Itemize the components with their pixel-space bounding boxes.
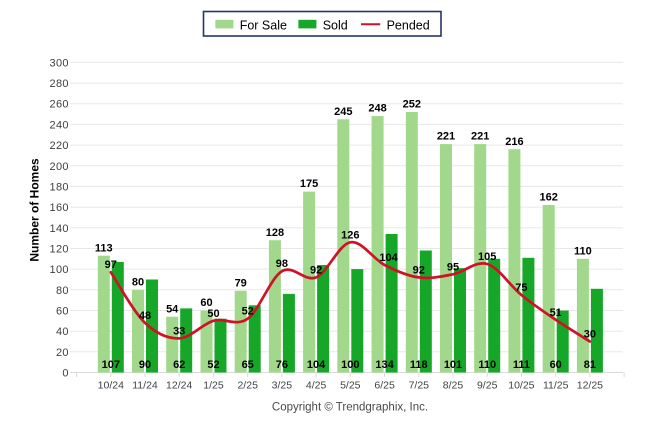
svg-text:104: 104 (379, 252, 398, 264)
svg-text:33: 33 (173, 325, 185, 337)
svg-text:50: 50 (207, 308, 219, 320)
svg-text:80: 80 (56, 285, 69, 297)
svg-text:118: 118 (410, 359, 428, 371)
svg-text:134: 134 (375, 359, 394, 371)
svg-text:1/25: 1/25 (203, 379, 224, 391)
svg-text:Number of Homes: Number of Homes (28, 158, 42, 262)
svg-text:252: 252 (403, 99, 421, 111)
svg-text:248: 248 (368, 103, 386, 115)
svg-text:11/24: 11/24 (132, 379, 158, 391)
svg-text:60: 60 (550, 359, 562, 371)
svg-text:For Sale: For Sale (240, 19, 287, 33)
svg-text:128: 128 (266, 227, 284, 239)
svg-text:80: 80 (132, 276, 144, 288)
svg-text:240: 240 (50, 119, 69, 131)
svg-text:90: 90 (139, 359, 151, 371)
svg-text:113: 113 (95, 242, 113, 254)
svg-text:60: 60 (200, 297, 212, 309)
svg-text:0: 0 (62, 368, 68, 380)
svg-text:221: 221 (437, 131, 455, 143)
svg-text:97: 97 (105, 259, 117, 271)
svg-text:75: 75 (515, 282, 527, 294)
svg-text:60: 60 (56, 306, 69, 318)
svg-text:10/25: 10/25 (508, 379, 534, 391)
svg-text:4/25: 4/25 (306, 379, 327, 391)
svg-text:95: 95 (447, 261, 459, 273)
svg-text:5/25: 5/25 (340, 379, 361, 391)
svg-text:9/25: 9/25 (477, 379, 498, 391)
svg-text:11/25: 11/25 (543, 379, 569, 391)
svg-text:107: 107 (102, 359, 120, 371)
svg-text:8/25: 8/25 (443, 379, 464, 391)
svg-text:220: 220 (50, 140, 69, 152)
svg-text:12/24: 12/24 (166, 379, 192, 391)
svg-text:76: 76 (276, 359, 288, 371)
svg-text:52: 52 (242, 306, 254, 318)
svg-text:101: 101 (444, 359, 462, 371)
svg-text:52: 52 (207, 359, 219, 371)
svg-text:200: 200 (50, 161, 69, 173)
svg-text:3/25: 3/25 (272, 379, 293, 391)
svg-text:40: 40 (56, 326, 69, 338)
svg-text:79: 79 (235, 277, 247, 289)
svg-text:92: 92 (310, 264, 322, 276)
svg-text:111: 111 (513, 359, 530, 371)
svg-text:51: 51 (550, 307, 562, 319)
svg-text:300: 300 (50, 57, 69, 69)
svg-text:180: 180 (50, 181, 69, 193)
svg-text:100: 100 (50, 264, 69, 276)
svg-text:126: 126 (341, 229, 359, 241)
svg-text:98: 98 (276, 258, 288, 270)
svg-text:30: 30 (584, 329, 596, 341)
svg-text:7/25: 7/25 (409, 379, 430, 391)
svg-text:104: 104 (307, 359, 326, 371)
svg-text:105: 105 (478, 251, 496, 263)
svg-text:54: 54 (166, 303, 179, 315)
svg-text:6/25: 6/25 (374, 379, 395, 391)
svg-text:81: 81 (584, 359, 596, 371)
svg-text:65: 65 (242, 359, 254, 371)
svg-text:280: 280 (50, 78, 69, 90)
svg-text:2/25: 2/25 (237, 379, 258, 391)
svg-text:Sold: Sold (323, 19, 348, 33)
svg-text:Pended: Pended (387, 19, 430, 33)
svg-text:120: 120 (50, 244, 69, 256)
svg-text:62: 62 (173, 359, 185, 371)
svg-text:12/25: 12/25 (577, 379, 603, 391)
svg-text:216: 216 (505, 136, 523, 148)
svg-text:92: 92 (413, 264, 425, 276)
svg-text:100: 100 (341, 359, 359, 371)
svg-text:160: 160 (50, 202, 69, 214)
svg-text:221: 221 (471, 131, 489, 143)
svg-text:10/24: 10/24 (98, 379, 124, 391)
svg-text:140: 140 (50, 223, 69, 235)
svg-text:162: 162 (540, 192, 558, 204)
svg-text:48: 48 (139, 310, 151, 322)
svg-text:175: 175 (300, 178, 318, 190)
svg-text:245: 245 (334, 106, 352, 118)
svg-text:Copyright © Trendgraphix, Inc.: Copyright © Trendgraphix, Inc. (272, 402, 428, 414)
svg-text:260: 260 (50, 99, 69, 111)
svg-text:110: 110 (574, 245, 592, 257)
svg-text:110: 110 (478, 359, 496, 371)
svg-text:20: 20 (56, 347, 69, 359)
